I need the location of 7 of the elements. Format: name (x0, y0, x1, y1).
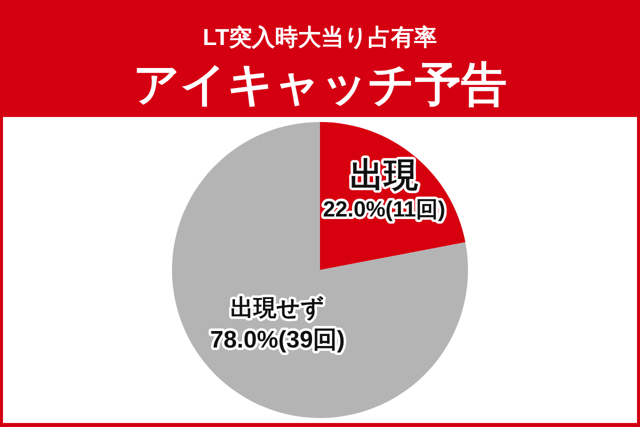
data-label: 22.0%(11回) (323, 196, 446, 222)
pie-slice (172, 122, 468, 418)
slice-label: 出現 (350, 156, 418, 194)
chart-subtitle: アイキャッチ予告 (133, 58, 507, 110)
data-label: 78.0%(39回) (210, 326, 345, 354)
slice-label: 出現せず (230, 294, 325, 322)
chart-title: LT突入時大当り占有率 (202, 24, 438, 50)
